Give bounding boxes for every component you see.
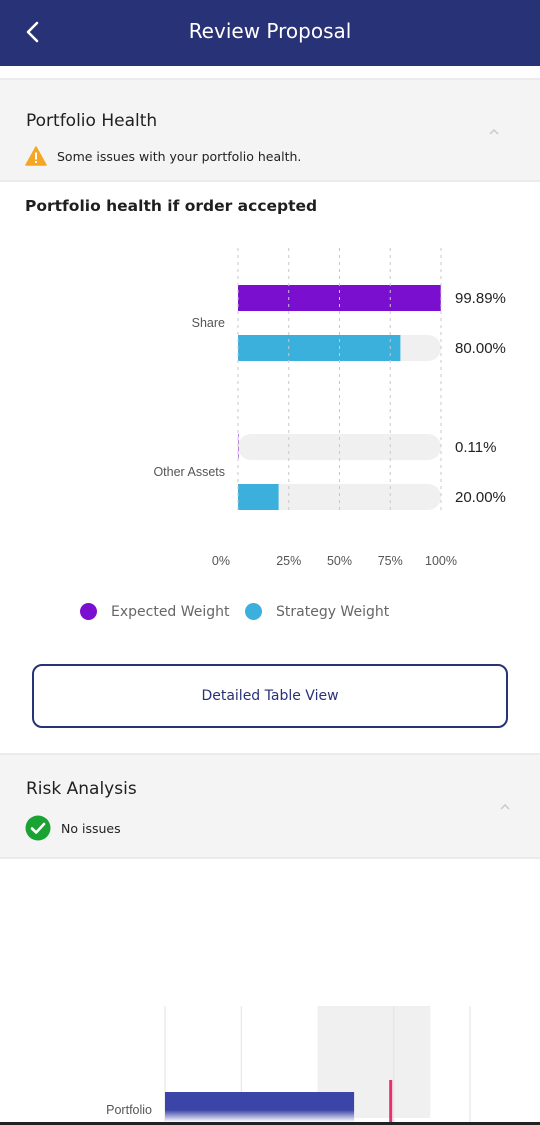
tick-label: 25% xyxy=(276,554,301,568)
check-circle-icon xyxy=(25,815,51,841)
bar-portfolio[interactable] xyxy=(165,1092,355,1122)
health-chart-title: Portfolio health if order accepted xyxy=(25,197,318,215)
data-label: 80.00% xyxy=(455,340,506,357)
portfolio-health-title: Portfolio Health xyxy=(26,111,158,131)
category-label: Portfolio xyxy=(106,1103,152,1117)
legend-dot-strategy xyxy=(245,603,262,620)
risk-analysis-status-text: No issues xyxy=(61,820,121,836)
category-label: Other Assets xyxy=(153,465,225,479)
risk-analysis-status: No issues xyxy=(25,815,121,841)
portfolio-health-chart: 99.89% 80.00% Share 0.11% 20.00% Other Assets… xyxy=(153,248,506,568)
chevron-left-icon[interactable] xyxy=(22,20,46,44)
legend-item-strategy: Strategy Weight xyxy=(245,603,389,620)
legend-label-strategy: Strategy Weight xyxy=(276,603,390,620)
tick-label: 50% xyxy=(327,554,352,568)
detailed-table-view-button[interactable]: Detailed Table View xyxy=(32,664,508,728)
risk-marker xyxy=(389,1080,393,1122)
portfolio-health-section[interactable]: Portfolio Health Some issues with your p… xyxy=(0,78,540,182)
portfolio-health-status: Some issues with your portfolio health. xyxy=(25,146,301,166)
chevron-up-icon[interactable] xyxy=(488,128,500,136)
bar-track xyxy=(238,484,441,510)
chart-legend: Expected Weight Strategy Weight xyxy=(0,603,540,629)
risk-analysis-chart: Portfolio xyxy=(106,1006,471,1122)
legend-dot-expected xyxy=(80,603,97,620)
risk-analysis-title: Risk Analysis xyxy=(26,779,137,799)
legend-label-expected: Expected Weight xyxy=(111,603,230,620)
data-label: 0.11% xyxy=(455,439,496,456)
chevron-up-icon[interactable] xyxy=(499,803,511,811)
bar-strategy-other-assets[interactable] xyxy=(238,484,279,510)
tick-label: 100% xyxy=(425,554,457,568)
data-label: 20.00% xyxy=(455,489,506,506)
warning-icon xyxy=(25,146,47,166)
risk-analysis-section[interactable]: Risk Analysis No issues xyxy=(0,753,540,859)
category-label: Share xyxy=(192,316,225,330)
bar-strategy-share[interactable] xyxy=(238,335,401,361)
legend-item-expected: Expected Weight xyxy=(80,603,230,620)
bottom-edge xyxy=(0,1122,540,1125)
app-header: Review Proposal xyxy=(0,0,540,66)
data-label: 99.89% xyxy=(455,290,506,307)
tick-label: 75% xyxy=(378,554,403,568)
page-title: Review Proposal xyxy=(188,19,352,43)
portfolio-health-status-text: Some issues with your portfolio health. xyxy=(57,148,302,164)
tick-label: 0% xyxy=(212,554,230,568)
